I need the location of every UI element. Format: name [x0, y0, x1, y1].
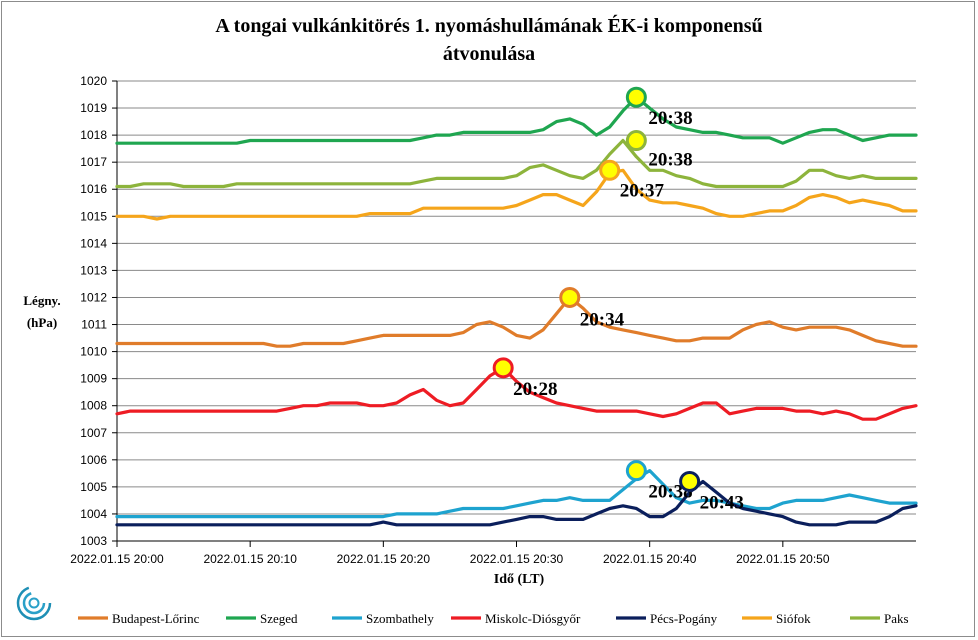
legend: Budapest-Lőrinc Szeged Szombathely Miskolc-… [78, 611, 909, 626]
x-tick-label: 2022.01.15 20:10 [203, 552, 297, 566]
y-tick-label: 1015 [80, 209, 107, 223]
y-tick-label: 1018 [80, 128, 107, 142]
y-tick-label: 1004 [80, 507, 107, 521]
gridlines [117, 80, 916, 542]
y-tick-label: 1010 [80, 345, 107, 359]
y-tick-label: 1007 [80, 426, 107, 440]
y-tick-label: 1016 [80, 182, 107, 196]
y-tick-label: 1011 [81, 318, 107, 332]
peak-time-label: 20:37 [620, 180, 665, 201]
series-line-3 [115, 366, 918, 421]
series-line-5 [115, 168, 918, 221]
y-tick-label: 1017 [80, 155, 107, 169]
y-axis-label-line-1: Légny. [23, 293, 60, 308]
x-tick-label: 2022.01.15 20:20 [337, 552, 431, 566]
y-tick-label: 1012 [80, 290, 107, 304]
peak-time-label: 20:28 [513, 379, 557, 400]
y-tick-label: 1005 [80, 480, 107, 494]
peak-time-label: 20:38 [648, 108, 692, 129]
series-line-1 [115, 95, 918, 145]
y-tick-label: 1020 [80, 74, 107, 88]
peak-marker [679, 470, 701, 492]
peak-marker [625, 460, 647, 482]
y-tick-label: 1008 [80, 399, 107, 413]
y-tick-label: 1014 [80, 236, 107, 250]
peak-time-label: 20:34 [580, 309, 625, 330]
y-tick-labels: 1003 1004 1005 1006 1007 1008 1009 1010 1011 1012… [80, 74, 107, 548]
series-lines [115, 95, 918, 527]
peak-marker [492, 357, 514, 379]
x-tick-label: 2022.01.15 20:00 [70, 552, 164, 566]
x-tick-labels: 2022.01.15 20:00 2022.01.15 20:10 2022.01.… [70, 552, 830, 566]
y-tick-label: 1003 [80, 534, 107, 548]
peak-marker [625, 130, 647, 152]
x-axis-label: Idő (LT) [494, 572, 545, 587]
legend-label: Budapest-Lőrinc [112, 611, 200, 626]
logo [16, 585, 52, 621]
peak-marker [559, 286, 581, 308]
chart-title-line-1: A tongai vulkánkitörés 1. nyomáshullámán… [215, 14, 762, 37]
peak-time-label: 20:38 [648, 150, 692, 171]
axes [112, 80, 916, 547]
series-line-4 [115, 479, 918, 527]
y-axis-label-line-2: (hPa) [27, 315, 57, 330]
y-tick-label: 1006 [80, 453, 107, 467]
y-tick-label: 1013 [80, 263, 107, 277]
legend-label: Szombathely [366, 611, 434, 626]
legend-label: Miskolc-Diósgyőr [485, 611, 581, 626]
legend-label: Siófok [776, 611, 811, 626]
legend-label: Szeged [260, 611, 298, 626]
x-tick-label: 2022.01.15 20:30 [470, 552, 564, 566]
peak-marker [625, 86, 647, 108]
legend-label: Paks [884, 611, 909, 626]
y-tick-label: 1019 [80, 101, 107, 115]
legend-label: Pécs-Pogány [650, 611, 718, 626]
y-tick-label: 1009 [80, 372, 107, 386]
x-tick-label: 2022.01.15 20:40 [603, 552, 697, 566]
x-tick-label: 2022.01.15 20:50 [736, 552, 830, 566]
series-line-6 [115, 138, 918, 189]
series-line-0 [115, 295, 918, 348]
peak-time-label: 20:43 [700, 492, 744, 513]
chart-title-line-2: átvonulása [443, 43, 535, 65]
peak-marker [599, 159, 621, 181]
series-line-2 [115, 469, 918, 519]
